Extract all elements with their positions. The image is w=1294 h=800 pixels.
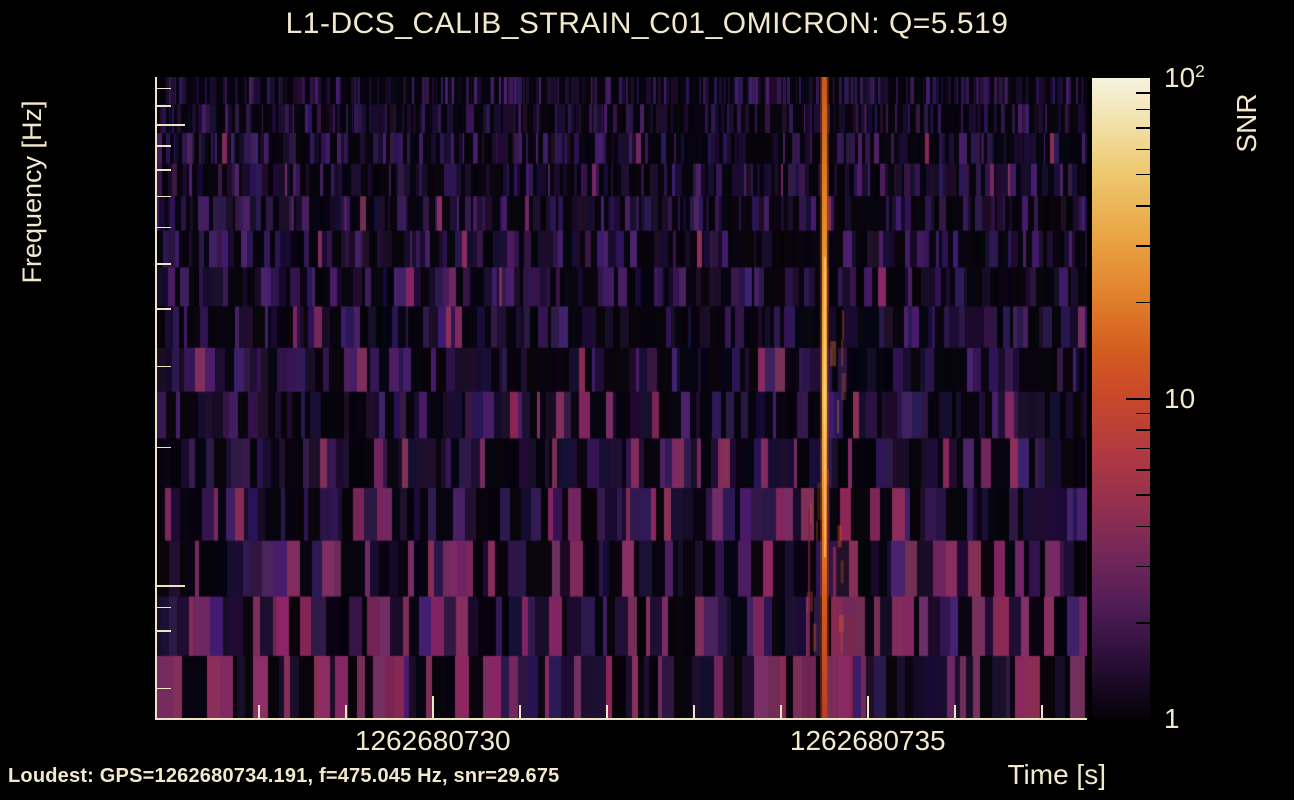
colorbar-minor-tick — [1136, 412, 1150, 415]
y-major-tick — [157, 585, 185, 588]
x-minor-tick — [1041, 705, 1043, 718]
colorbar-minor-tick — [1136, 622, 1150, 624]
loudest-annotation: Loudest: GPS=1262680734.191, f=475.045 H… — [8, 765, 560, 787]
x-minor-tick — [693, 705, 695, 718]
x-minor-tick — [780, 705, 782, 718]
x-minor-tick — [258, 705, 260, 718]
colorbar-major-tick — [1126, 397, 1150, 400]
y-minor-tick — [157, 87, 171, 90]
y-minor-tick — [157, 687, 171, 690]
x-minor-tick — [606, 705, 608, 718]
colorbar-minor-tick — [1136, 108, 1150, 111]
y-minor-tick — [157, 263, 171, 265]
y-axis-title: Frequency [Hz] — [17, 100, 47, 284]
y-major-tick — [157, 123, 185, 126]
x-axis-title: Time [s] — [1007, 759, 1106, 790]
y-minor-tick — [157, 606, 171, 609]
colorbar-minor-tick — [1136, 92, 1150, 94]
y-minor-tick — [157, 365, 171, 368]
y-minor-tick — [157, 446, 171, 449]
colorbar-minor-tick — [1136, 127, 1150, 129]
x-minor-tick — [954, 705, 956, 718]
colorbar-minor-tick — [1136, 565, 1150, 568]
colorbar-tick-label: 10 — [1164, 382, 1196, 414]
y-minor-tick — [157, 307, 171, 310]
x-tick-label: 1262680730 — [354, 725, 511, 756]
colorbar-minor-tick — [1136, 469, 1150, 471]
y-minor-tick — [157, 105, 171, 107]
x-axis-line — [155, 718, 1087, 720]
colorbar-title: SNR — [1231, 93, 1262, 153]
y-minor-tick — [157, 195, 171, 198]
colorbar-minor-tick — [1136, 173, 1150, 176]
x-minor-tick — [345, 705, 347, 718]
colorbar-minor-tick — [1136, 301, 1150, 304]
colorbar-minor-tick — [1136, 245, 1150, 247]
colorbar-minor-tick — [1136, 429, 1150, 431]
colorbar-tick-label: 102 — [1164, 61, 1205, 93]
colorbar-minor-tick — [1136, 525, 1150, 528]
x-tick-label: 1262680735 — [789, 725, 946, 756]
colorbar-tick-label: 1 — [1164, 703, 1180, 734]
colorbar-minor-tick — [1136, 447, 1150, 450]
y-minor-tick — [157, 169, 171, 171]
y-minor-tick — [157, 145, 171, 148]
spectrogram-heatmap — [157, 77, 1087, 719]
colorbar-minor-tick — [1136, 494, 1150, 496]
chart-title: L1-DCS_CALIB_STRAIN_C01_OMICRON: Q=5.519 — [285, 7, 1009, 40]
x-major-tick — [866, 696, 869, 718]
colorbar-minor-tick — [1136, 205, 1150, 207]
y-minor-tick — [157, 630, 171, 632]
y-axis-line — [155, 77, 157, 720]
x-minor-tick — [519, 705, 521, 718]
x-major-tick — [431, 696, 434, 718]
y-minor-tick — [157, 226, 171, 229]
colorbar-minor-tick — [1136, 148, 1150, 151]
